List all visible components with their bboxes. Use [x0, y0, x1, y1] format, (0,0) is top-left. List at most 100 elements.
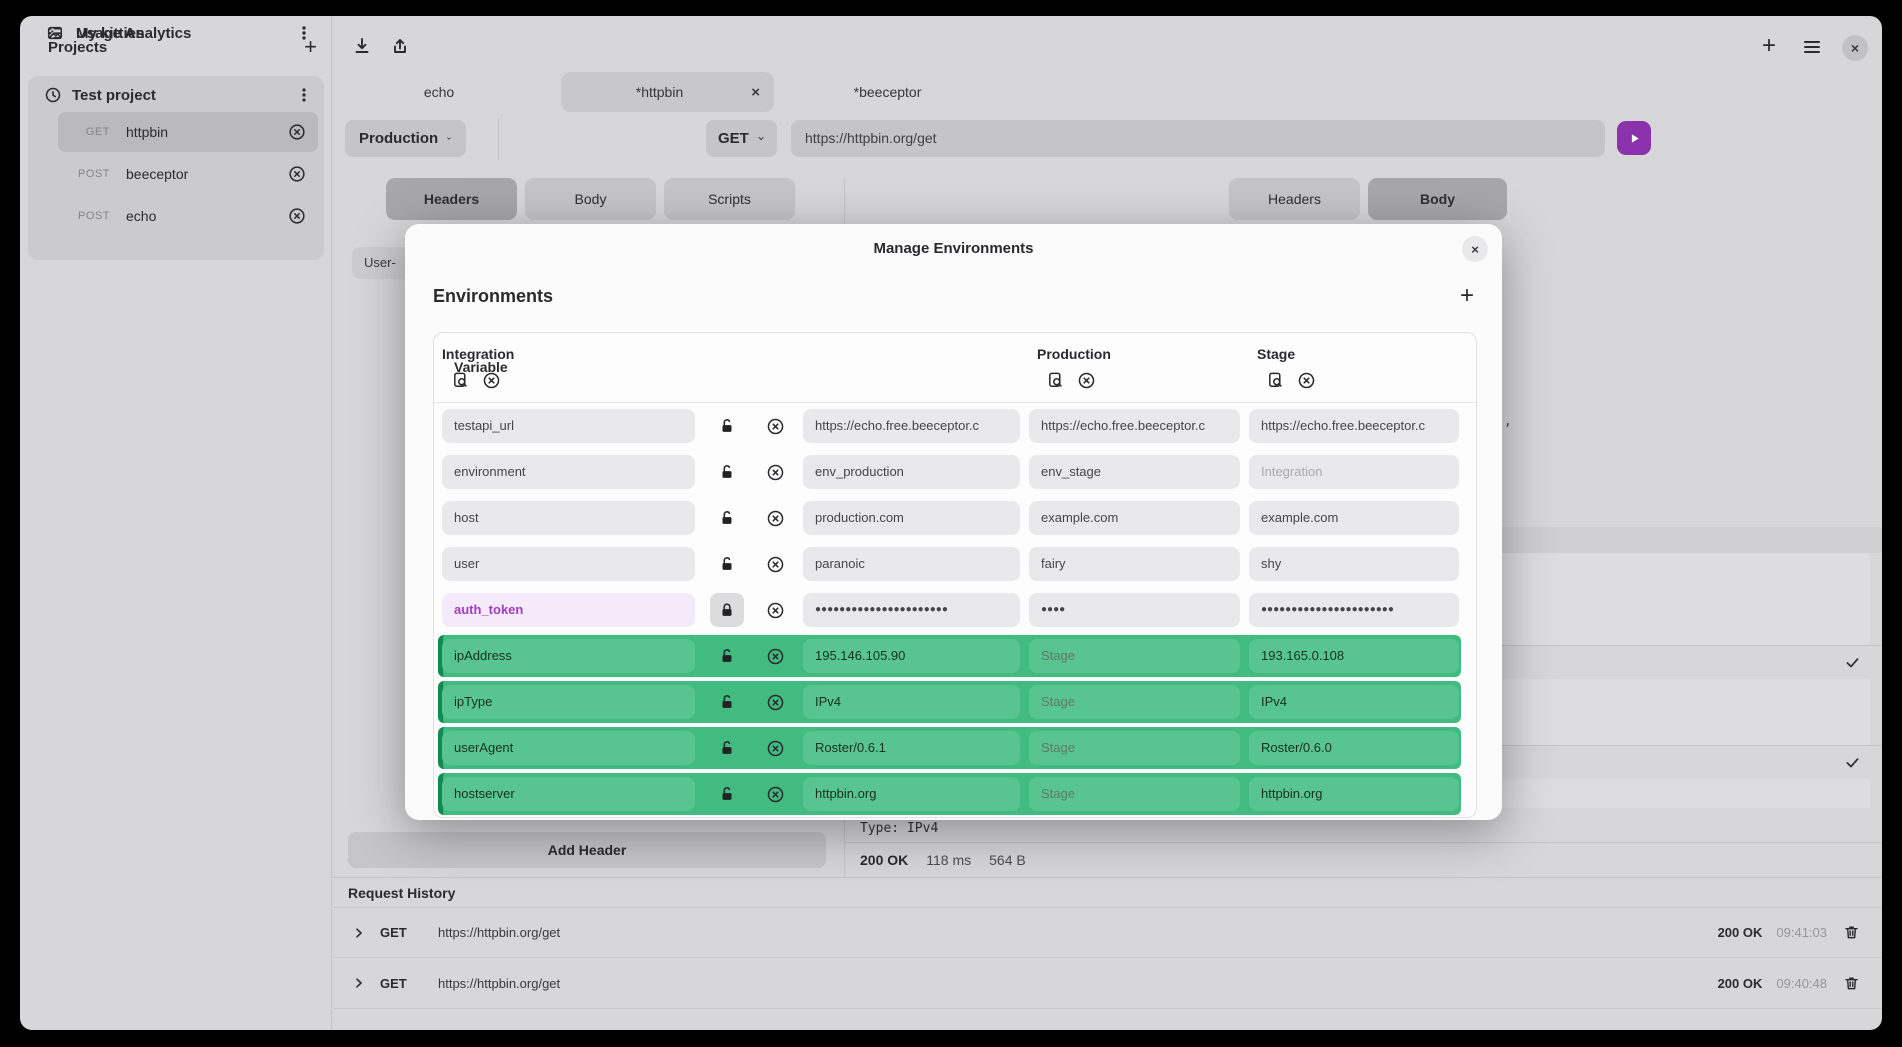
- integration-value-input[interactable]: example.com: [1249, 501, 1459, 535]
- variable-name-input[interactable]: auth_token: [442, 593, 695, 627]
- delete-variable-icon[interactable]: [758, 409, 792, 443]
- variable-name-input[interactable]: host: [442, 501, 695, 535]
- production-value-input[interactable]: production.com: [803, 501, 1020, 535]
- stage-value-input[interactable]: fairy: [1029, 547, 1240, 581]
- variable-name-input[interactable]: userAgent: [442, 731, 695, 765]
- request-item[interactable]: POST beeceptor: [58, 154, 318, 194]
- panel-tab[interactable]: Scripts: [664, 178, 795, 220]
- stage-value-input[interactable]: Stage: [1029, 777, 1240, 811]
- request-item[interactable]: GET httpbin: [58, 112, 318, 152]
- add-project-icon[interactable]: +: [304, 34, 317, 59]
- trash-icon[interactable]: [1843, 975, 1860, 992]
- delete-variable-icon[interactable]: [758, 777, 792, 811]
- file-search-icon[interactable]: [451, 371, 470, 390]
- history-row[interactable]: GET https://httpbin.org/get 200 OK 09:40…: [333, 958, 1882, 1009]
- trash-icon[interactable]: [1843, 924, 1860, 941]
- method-selector[interactable]: GET: [706, 120, 777, 157]
- stage-value-input[interactable]: example.com: [1029, 501, 1240, 535]
- integration-value-input[interactable]: ●●●●●●●●●●●●●●●●●●●●●●: [1249, 593, 1459, 627]
- chevron-right-icon[interactable]: [352, 976, 366, 990]
- delete-variable-icon[interactable]: [758, 731, 792, 765]
- page-tab[interactable]: echo: [347, 72, 547, 112]
- secret-toggle-button[interactable]: [710, 547, 744, 581]
- secret-toggle-button[interactable]: [710, 455, 744, 489]
- secret-toggle-button[interactable]: [710, 777, 744, 811]
- delete-environment-icon[interactable]: [1297, 371, 1316, 390]
- kebab-menu-icon[interactable]: [296, 24, 312, 42]
- production-value-input[interactable]: env_production: [803, 455, 1020, 489]
- stage-value-input[interactable]: Stage: [1029, 731, 1240, 765]
- delete-variable-icon[interactable]: [758, 547, 792, 581]
- production-value-input[interactable]: ●●●●●●●●●●●●●●●●●●●●●●: [803, 593, 1020, 627]
- production-value-input[interactable]: Roster/0.6.1: [803, 731, 1020, 765]
- stage-value-input[interactable]: Stage: [1029, 685, 1240, 719]
- secret-toggle-button[interactable]: [710, 685, 744, 719]
- variable-name-input[interactable]: hostserver: [442, 777, 695, 811]
- integration-value-input[interactable]: 193.165.0.108: [1249, 639, 1459, 673]
- integration-value-input[interactable]: httpbin.org: [1249, 777, 1459, 811]
- project-header[interactable]: Test project: [28, 76, 324, 110]
- variable-name-input[interactable]: environment: [442, 455, 695, 489]
- panel-tab[interactable]: Body: [525, 178, 656, 220]
- panel-tab[interactable]: Headers: [1229, 178, 1360, 220]
- remove-request-icon[interactable]: [288, 123, 306, 141]
- variable-name-input[interactable]: ipAddress: [442, 639, 695, 673]
- remove-request-icon[interactable]: [288, 165, 306, 183]
- sidebar-section[interactable]: Usage Analytics: [28, 16, 324, 50]
- page-tab[interactable]: *httpbin ×: [561, 72, 774, 112]
- stage-value-input[interactable]: Stage: [1029, 639, 1240, 673]
- production-value-input[interactable]: IPv4: [803, 685, 1020, 719]
- export-icon[interactable]: [390, 36, 410, 56]
- panel-tab[interactable]: Headers: [386, 178, 517, 220]
- send-request-button[interactable]: [1617, 121, 1651, 155]
- kebab-menu-icon[interactable]: [296, 86, 312, 104]
- chevron-right-icon[interactable]: [352, 926, 366, 940]
- environment-selector[interactable]: Production: [345, 120, 466, 157]
- stage-value-input[interactable]: ●●●●: [1029, 593, 1240, 627]
- variable-name-input[interactable]: user: [442, 547, 695, 581]
- import-icon[interactable]: [352, 36, 372, 56]
- delete-environment-icon[interactable]: [482, 371, 501, 390]
- environment-name: Production: [1037, 346, 1111, 362]
- delete-variable-icon[interactable]: [758, 455, 792, 489]
- close-window-button[interactable]: ×: [1842, 35, 1868, 61]
- secret-toggle-button[interactable]: [710, 593, 744, 627]
- secret-toggle-button[interactable]: [710, 409, 744, 443]
- variable-name-input[interactable]: testapi_url: [442, 409, 695, 443]
- production-value-input[interactable]: httpbin.org: [803, 777, 1020, 811]
- integration-value-input[interactable]: Roster/0.6.0: [1249, 731, 1459, 765]
- integration-value-input[interactable]: IPv4: [1249, 685, 1459, 719]
- close-dialog-button[interactable]: ×: [1462, 236, 1488, 262]
- delete-variable-icon[interactable]: [758, 685, 792, 719]
- delete-variable-icon[interactable]: [758, 639, 792, 673]
- add-environment-icon[interactable]: +: [1459, 282, 1474, 309]
- integration-value-input[interactable]: Integration: [1249, 455, 1459, 489]
- secret-toggle-button[interactable]: [710, 501, 744, 535]
- production-value-input[interactable]: 195.146.105.90: [803, 639, 1020, 673]
- file-search-icon[interactable]: [1266, 371, 1285, 390]
- close-tab-icon[interactable]: ×: [751, 83, 760, 101]
- secret-toggle-button[interactable]: [710, 639, 744, 673]
- stage-value-input[interactable]: env_stage: [1029, 455, 1240, 489]
- request-item[interactable]: POST echo: [58, 196, 318, 236]
- page-tab[interactable]: *beeceptor: [788, 72, 1003, 112]
- projects-title: Projects: [48, 38, 108, 56]
- integration-value-input[interactable]: https://echo.free.beeceptor.c: [1249, 409, 1459, 443]
- menu-icon[interactable]: [1802, 39, 1822, 55]
- delete-environment-icon[interactable]: [1077, 371, 1096, 390]
- production-value-input[interactable]: https://echo.free.beeceptor.c: [803, 409, 1020, 443]
- variable-name-input[interactable]: ipType: [442, 685, 695, 719]
- url-input[interactable]: https://httpbin.org/get: [791, 120, 1605, 157]
- history-row[interactable]: GET https://httpbin.org/get 200 OK 09:41…: [333, 907, 1882, 958]
- file-search-icon[interactable]: [1046, 371, 1065, 390]
- panel-tab[interactable]: Body: [1368, 178, 1507, 220]
- production-value-input[interactable]: paranoic: [803, 547, 1020, 581]
- stage-value-input[interactable]: https://echo.free.beeceptor.c: [1029, 409, 1240, 443]
- secret-toggle-button[interactable]: [710, 731, 744, 765]
- integration-value-input[interactable]: shy: [1249, 547, 1459, 581]
- delete-variable-icon[interactable]: [758, 501, 792, 535]
- add-header-button[interactable]: Add Header: [348, 832, 826, 868]
- remove-request-icon[interactable]: [288, 207, 306, 225]
- delete-variable-icon[interactable]: [758, 593, 792, 627]
- new-tab-icon[interactable]: +: [1761, 32, 1776, 59]
